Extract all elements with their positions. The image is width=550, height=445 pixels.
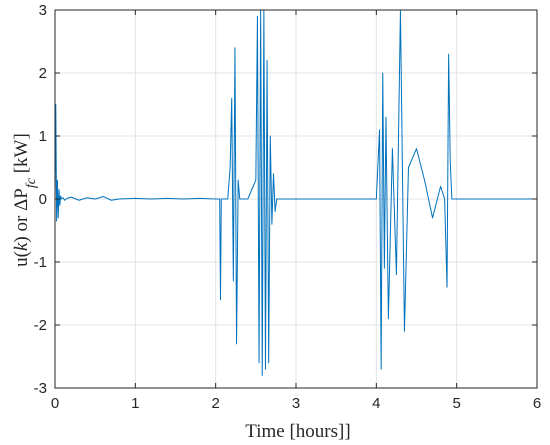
y-axis-title-sub: fc (24, 177, 39, 188)
ticks (54, 9, 538, 389)
y-axis-title-mid: ) or ΔP (11, 188, 32, 242)
series-line (54, 9, 537, 376)
y-tick-label: 2 (39, 65, 47, 82)
x-axis-title: Time [hours]] (245, 421, 350, 442)
x-tick-label: 0 (51, 395, 59, 412)
y-axis-title-prefix: u( (11, 251, 32, 267)
x-tick-label: 4 (372, 395, 380, 412)
y-axis-title-unit: [kW] (11, 133, 32, 178)
y-axis-title: u(k) or ΔPfc [kW] (11, 133, 39, 267)
y-tick-label: 1 (39, 128, 47, 145)
series-layer (54, 9, 537, 376)
x-tick-label: 5 (452, 395, 460, 412)
y-tick-label: -2 (34, 317, 47, 334)
y-axis-title-var: k (11, 242, 32, 251)
y-tick-label: -3 (34, 380, 47, 397)
y-tick-label: 3 (39, 2, 47, 19)
x-tick-label: 1 (131, 395, 139, 412)
x-tick-label: 2 (211, 395, 219, 412)
y-tick-label: 0 (39, 191, 47, 208)
x-tick-label: 6 (533, 395, 541, 412)
y-tick-label: -1 (34, 254, 47, 271)
x-tick-label: 3 (292, 395, 300, 412)
tick-labels: 0 1 2 3 4 5 6 3 2 1 0 -1 -2 -3 (34, 2, 542, 412)
